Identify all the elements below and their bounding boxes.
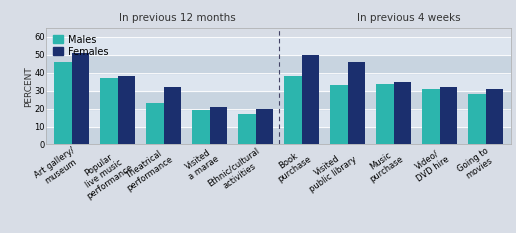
Bar [238, 114, 255, 144]
Bar [54, 62, 72, 144]
Bar [192, 110, 209, 144]
Bar [46, 109, 511, 127]
Bar [209, 107, 227, 144]
Y-axis label: PERCENT: PERCENT [24, 66, 33, 106]
Bar [46, 37, 511, 55]
Bar [468, 94, 486, 144]
Bar [394, 82, 411, 144]
Bar [46, 127, 511, 144]
Bar [330, 85, 348, 144]
Bar [284, 76, 302, 144]
Bar [440, 87, 457, 144]
Bar [486, 89, 503, 144]
Bar [100, 78, 118, 144]
Legend: Males, Females: Males, Females [51, 33, 110, 59]
Text: In previous 12 months: In previous 12 months [119, 13, 236, 23]
Bar [302, 55, 319, 144]
Bar [422, 89, 440, 144]
Bar [46, 55, 511, 73]
Bar [348, 62, 365, 144]
Bar [46, 73, 511, 91]
Bar [118, 76, 135, 144]
Bar [255, 109, 273, 144]
Bar [46, 91, 511, 109]
Bar [164, 87, 181, 144]
Bar [146, 103, 164, 144]
Bar [376, 83, 394, 144]
Bar [72, 53, 89, 144]
Text: In previous 4 weeks: In previous 4 weeks [357, 13, 460, 23]
